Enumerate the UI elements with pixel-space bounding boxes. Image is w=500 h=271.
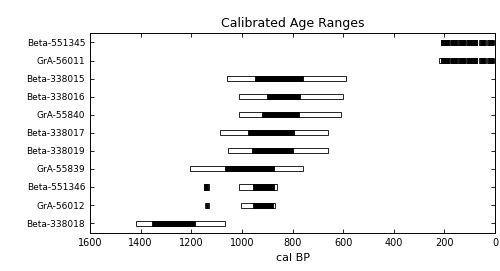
Bar <box>458 58 465 63</box>
Bar <box>459 58 464 63</box>
Bar <box>252 148 292 153</box>
Bar <box>240 94 343 99</box>
Bar <box>459 40 464 45</box>
Bar <box>467 40 476 45</box>
Bar <box>240 202 275 208</box>
Bar <box>488 40 493 45</box>
Bar <box>248 130 294 135</box>
Bar <box>488 58 493 63</box>
Bar <box>220 130 328 135</box>
Bar <box>152 221 195 226</box>
Bar <box>494 40 495 45</box>
Bar <box>452 58 457 63</box>
Bar <box>466 40 477 45</box>
Bar <box>450 58 458 63</box>
Bar <box>442 40 450 45</box>
Bar <box>440 58 450 63</box>
Bar <box>254 202 273 208</box>
Bar <box>478 40 486 45</box>
Bar <box>226 166 274 172</box>
Bar <box>267 94 300 99</box>
Bar <box>262 112 299 117</box>
Bar <box>228 148 328 153</box>
Bar <box>240 185 278 189</box>
Bar <box>478 58 486 63</box>
Bar <box>494 58 495 63</box>
Bar <box>480 40 486 45</box>
Bar <box>204 185 208 189</box>
Bar <box>226 76 346 81</box>
Bar <box>190 166 302 172</box>
Bar <box>240 112 340 117</box>
Bar <box>488 58 493 63</box>
Bar <box>467 58 476 63</box>
Bar <box>440 58 450 63</box>
Bar <box>206 202 208 208</box>
Bar <box>488 40 493 45</box>
X-axis label: cal BP: cal BP <box>276 253 310 263</box>
Bar <box>480 58 486 63</box>
Bar <box>254 185 274 189</box>
Bar <box>450 40 458 45</box>
Bar <box>452 40 457 45</box>
Bar <box>136 221 226 226</box>
Bar <box>205 202 209 208</box>
Bar <box>440 40 450 45</box>
Bar <box>204 185 209 189</box>
Title: Calibrated Age Ranges: Calibrated Age Ranges <box>221 17 364 30</box>
Bar <box>458 40 465 45</box>
Bar <box>466 58 477 63</box>
Bar <box>254 76 302 81</box>
